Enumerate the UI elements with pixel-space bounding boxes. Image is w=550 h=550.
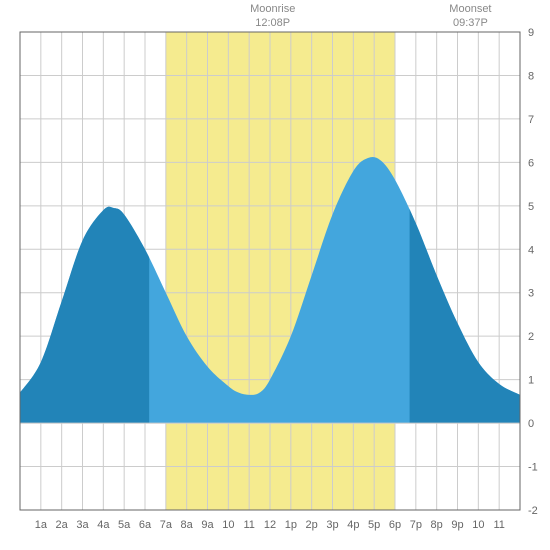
x-tick-label: 11	[243, 519, 254, 531]
x-tick-label: 4a	[97, 519, 110, 531]
x-tick-label: 4p	[347, 519, 359, 531]
x-tick-label: 7p	[410, 519, 422, 531]
x-tick-label: 3p	[326, 519, 338, 531]
moonrise-time: 12:08P	[243, 16, 303, 30]
x-tick-label: 6a	[139, 519, 152, 531]
x-tick-label: 12	[264, 519, 276, 531]
x-tick-label: 7a	[160, 519, 173, 531]
moonset-annotation: Moonset09:37P	[440, 2, 500, 31]
y-tick-label: 5	[528, 201, 534, 213]
x-tick-label: 8p	[431, 519, 443, 531]
x-tick-label: 11	[493, 519, 504, 531]
y-tick-label: 1	[528, 375, 534, 387]
x-tick-label: 10	[472, 519, 484, 531]
x-tick-label: 9p	[451, 519, 463, 531]
x-tick-label: 8a	[181, 519, 194, 531]
y-tick-label: -2	[528, 505, 538, 517]
moonrise-annotation: Moonrise12:08P	[243, 2, 303, 31]
y-tick-label: 8	[528, 70, 534, 82]
x-tick-label: 9a	[201, 519, 214, 531]
y-tick-label: 9	[528, 27, 534, 39]
y-tick-label: 7	[528, 114, 534, 126]
y-tick-label: 4	[528, 244, 534, 256]
tide-chart: 1a2a3a4a5a6a7a8a9a1011121p2p3p4p5p6p7p8p…	[0, 0, 550, 550]
moonset-title: Moonset	[440, 2, 500, 16]
moonrise-title: Moonrise	[243, 2, 303, 16]
x-tick-label: 6p	[389, 519, 401, 531]
y-tick-label: 0	[528, 418, 534, 430]
y-tick-label: 2	[528, 331, 534, 343]
x-tick-label: 10	[222, 519, 234, 531]
chart-svg: 1a2a3a4a5a6a7a8a9a1011121p2p3p4p5p6p7p8p…	[0, 0, 550, 550]
y-tick-label: 6	[528, 157, 534, 169]
y-tick-label: -1	[528, 462, 538, 474]
x-tick-label: 1a	[35, 519, 48, 531]
x-tick-label: 5a	[118, 519, 131, 531]
moonset-time: 09:37P	[440, 16, 500, 30]
x-tick-label: 1p	[285, 519, 297, 531]
x-tick-label: 2a	[56, 519, 69, 531]
y-tick-label: 3	[528, 288, 534, 300]
x-tick-label: 2p	[306, 519, 318, 531]
x-tick-label: 5p	[368, 519, 380, 531]
x-tick-label: 3a	[76, 519, 89, 531]
